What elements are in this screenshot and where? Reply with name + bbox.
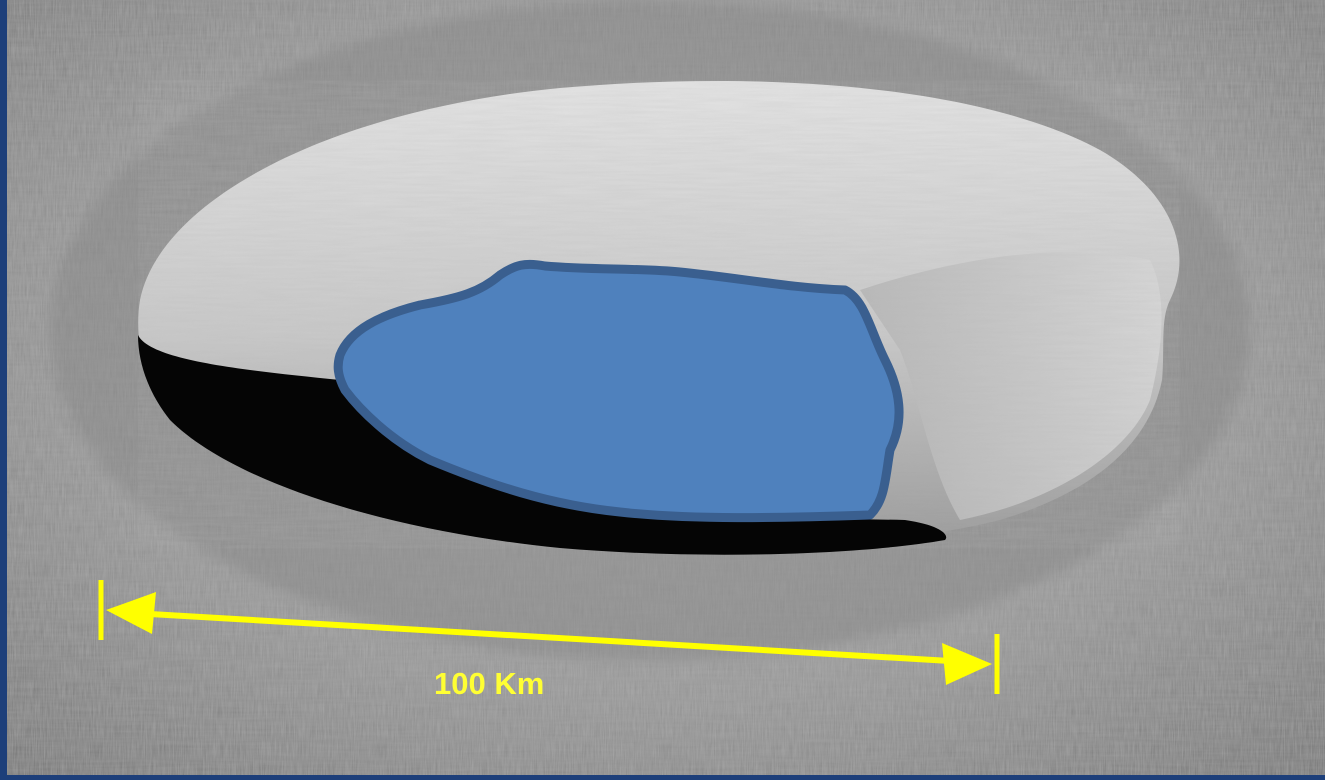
highlighted-floor-region	[333, 259, 904, 523]
scale-bar-line	[149, 611, 951, 664]
scale-bar-right-arrowhead	[942, 643, 992, 685]
scale-bar-label: 100 Km	[434, 666, 545, 701]
scale-bar-left-arrowhead	[106, 592, 156, 634]
scale-bar	[98, 580, 1000, 694]
